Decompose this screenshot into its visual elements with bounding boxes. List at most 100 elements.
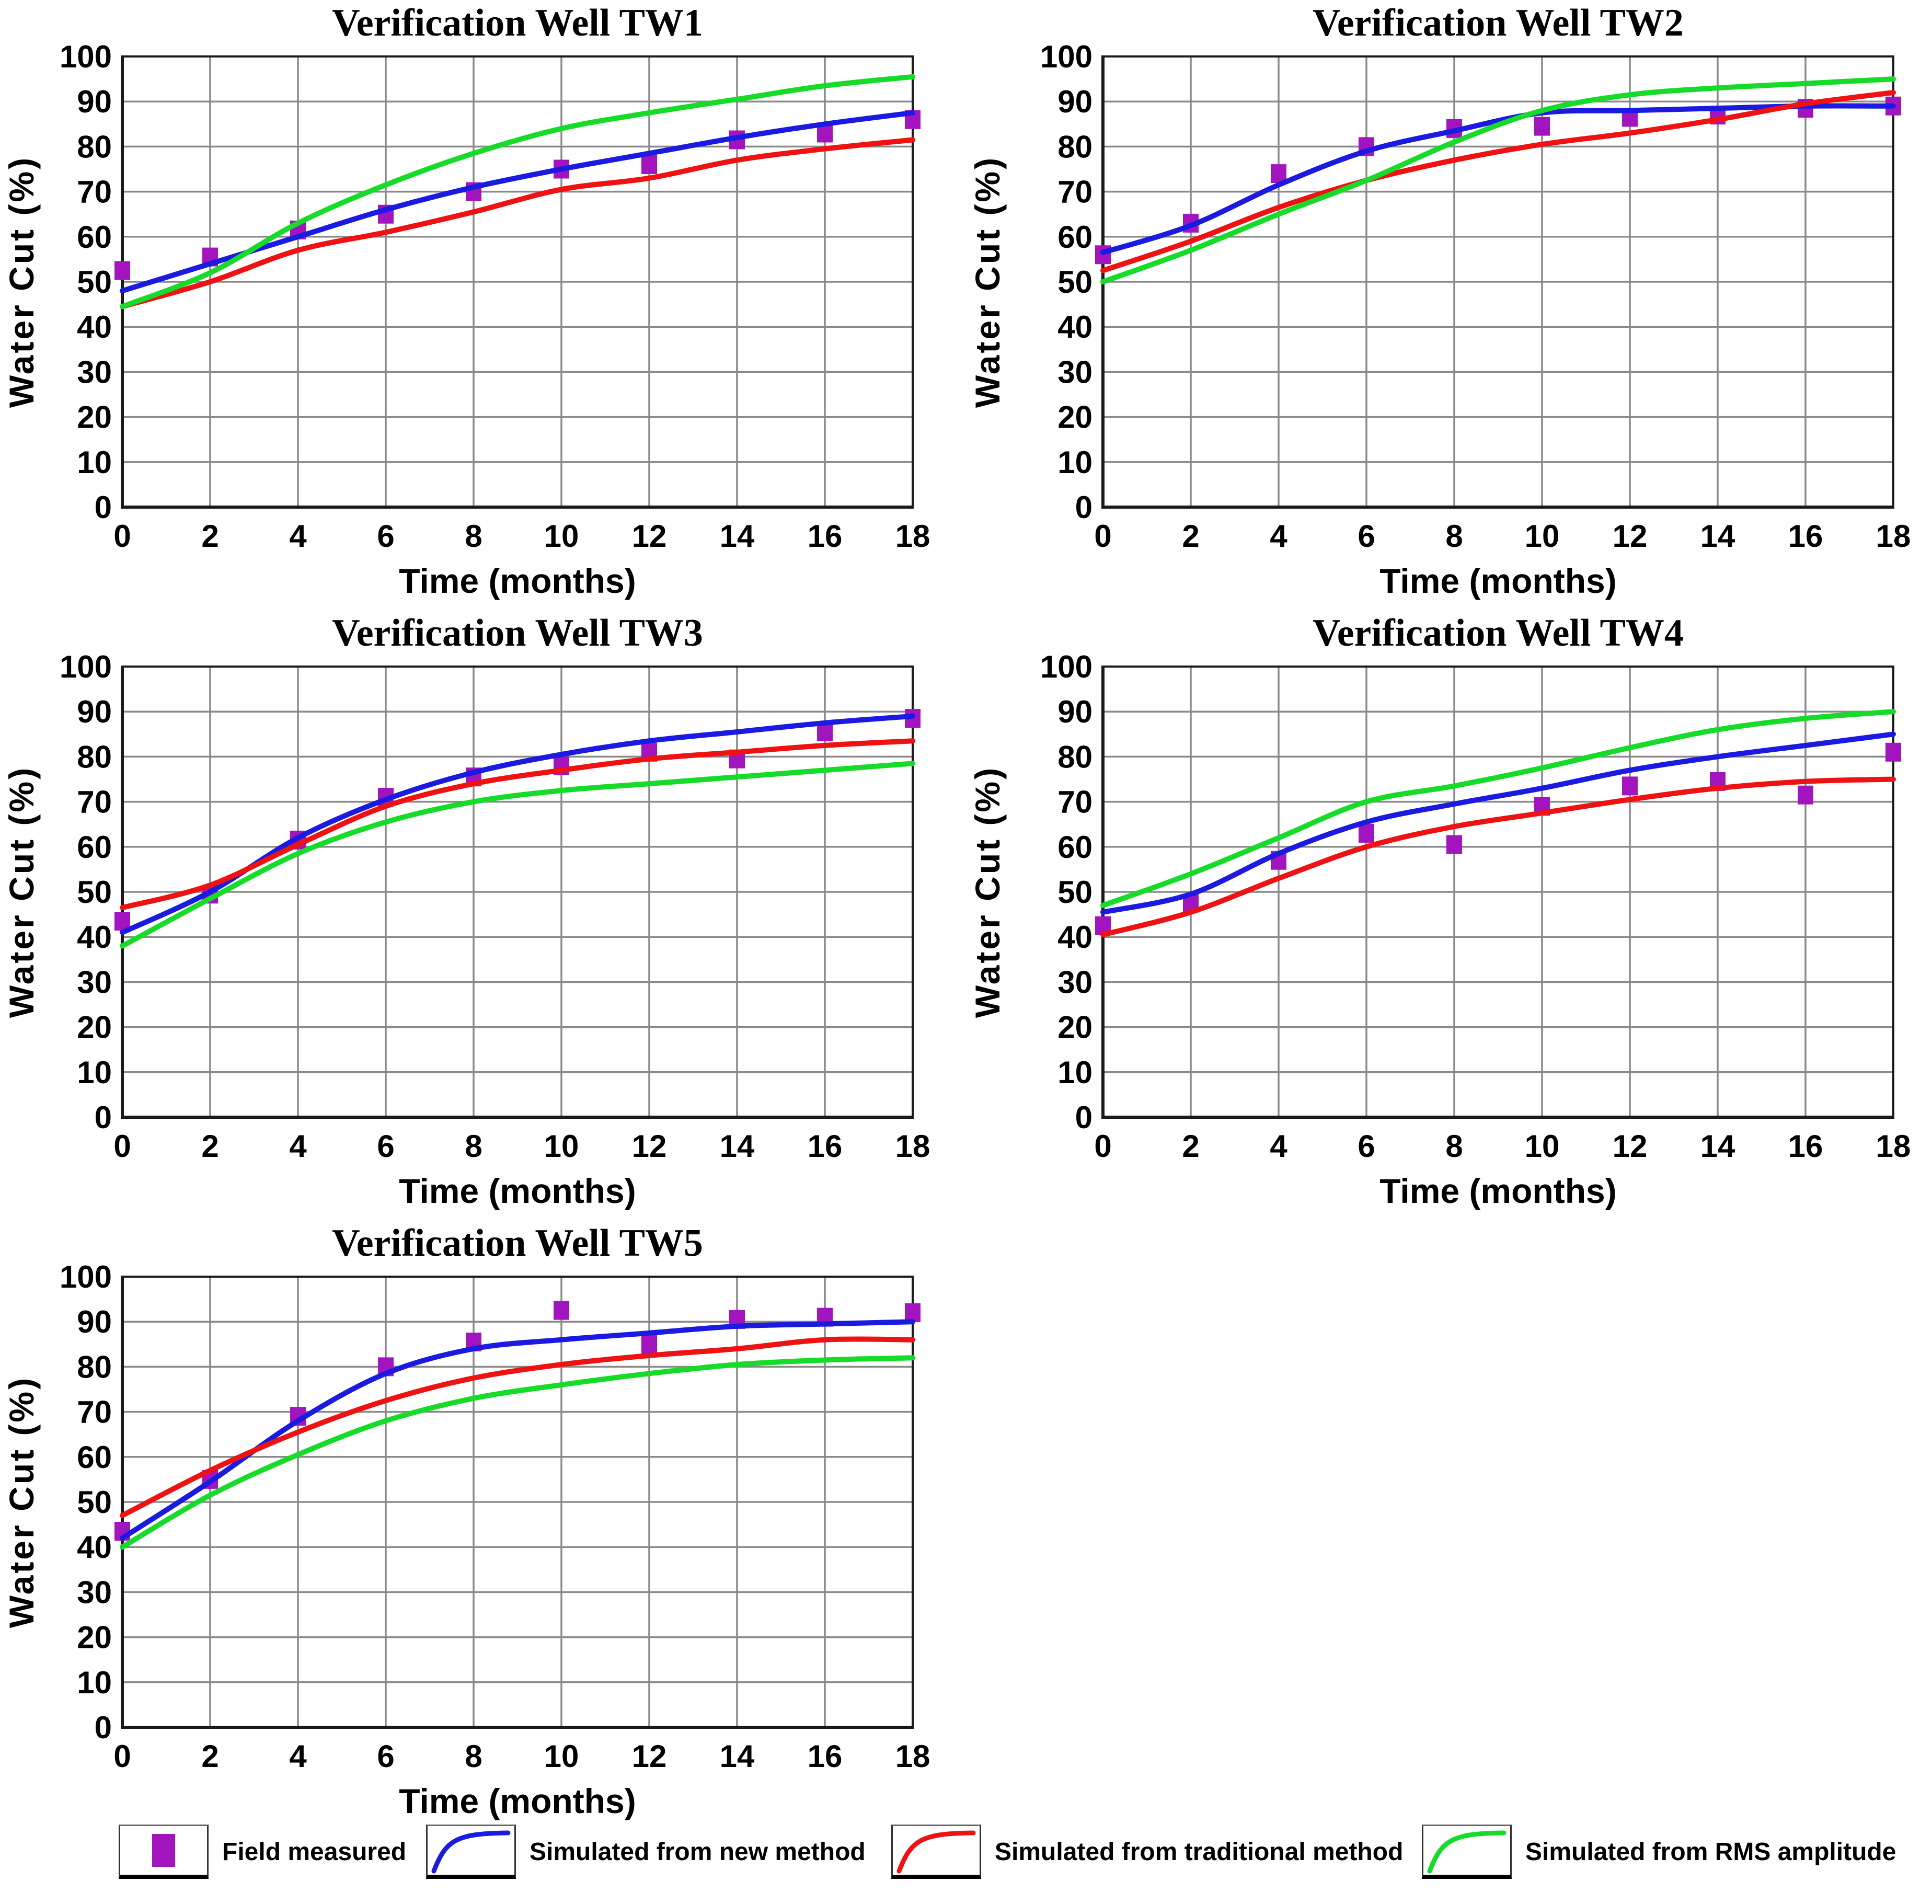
y-axis-label: Water Cut (%) — [968, 156, 1007, 408]
legend-item-field-measured: Field measured — [119, 1825, 406, 1879]
chart-panel-tw4: 0 10 20 30 40 50 60 70 80 90 100 0 2 4 6 8 10 12 14 16 18 Ver… — [966, 610, 1932, 1219]
chart-panel-tw1: 0 10 20 30 40 50 60 70 80 90 100 0 2 4 6 8 10 12 14 16 18 Ver… — [0, 0, 966, 609]
y-tick-label: 70 — [77, 785, 112, 820]
x-tick-label: 18 — [895, 519, 930, 554]
y-tick-label: 0 — [95, 1710, 112, 1745]
series-curve — [120, 738, 915, 911]
series-curve — [120, 761, 915, 949]
chart-tw3: 0 10 20 30 40 50 60 70 80 90 100 0 2 4 6 8 10 12 14 16 18 Ver… — [2, 612, 930, 1210]
legend-item-traditional-method: Simulated from traditional method — [891, 1825, 1403, 1879]
swatch-graphic — [152, 1834, 175, 1867]
y-tick-label: 30 — [77, 965, 112, 1000]
y-tick-label: 40 — [77, 1530, 112, 1565]
series-curve — [120, 1355, 915, 1550]
series-curve — [120, 1336, 915, 1518]
y-tick-label: 30 — [1057, 965, 1092, 1000]
y-tick-label: 70 — [1057, 175, 1092, 210]
x-tick-label: 8 — [465, 519, 482, 554]
x-tick-label: 4 — [1270, 519, 1287, 554]
y-tick-label: 20 — [1057, 400, 1092, 435]
series-curve — [1100, 731, 1896, 915]
swatch-graphic — [431, 1830, 511, 1874]
y-tick-label: 50 — [1057, 265, 1092, 300]
x-tick-label: 8 — [465, 1739, 482, 1774]
x-tick-label: 12 — [1613, 519, 1648, 554]
series-curve — [1100, 90, 1896, 273]
chart-tw5: 0 10 20 30 40 50 60 70 80 90 100 0 2 4 6 8 10 12 14 16 18 Ver… — [2, 1222, 930, 1820]
x-tick-label: 12 — [1613, 1129, 1648, 1164]
y-tick-label: 30 — [77, 1575, 112, 1610]
x-tick-label: 4 — [289, 1129, 307, 1164]
chart-title: Verification Well TW3 — [332, 612, 703, 655]
new-method-curve-swatch-icon — [426, 1825, 516, 1879]
field-measured-marker — [114, 261, 130, 280]
y-tick-label: 70 — [77, 1395, 112, 1430]
swatch-graphic — [896, 1830, 976, 1874]
y-tick-label: 10 — [77, 445, 112, 480]
y-tick-label: 20 — [77, 1620, 112, 1655]
y-axis-label: Water Cut (%) — [2, 1376, 41, 1628]
legend-label: Simulated from new method — [530, 1838, 866, 1866]
x-tick-label: 8 — [465, 1129, 482, 1164]
field-measured-marker — [1446, 835, 1462, 854]
series-curve — [120, 74, 915, 309]
y-tick-label: 60 — [77, 830, 112, 865]
y-axis-label: Water Cut (%) — [2, 766, 41, 1018]
y-axis-label: Water Cut (%) — [968, 766, 1007, 1018]
y-tick-label: 60 — [77, 1440, 112, 1475]
x-tick-label: 14 — [720, 519, 755, 554]
x-tick-label: 12 — [632, 1739, 667, 1774]
x-tick-label: 0 — [113, 1129, 131, 1164]
chart-title: Verification Well TW5 — [332, 1222, 703, 1265]
x-tick-label: 6 — [1358, 1129, 1375, 1164]
field-measured-marker — [641, 1335, 657, 1354]
x-tick-label: 10 — [544, 519, 579, 554]
chart-panel-tw3: 0 10 20 30 40 50 60 70 80 90 100 0 2 4 6 8 10 12 14 16 18 Ver… — [0, 610, 966, 1219]
x-tick-label: 16 — [1788, 1129, 1823, 1164]
y-tick-label: 80 — [77, 129, 112, 164]
y-tick-label: 90 — [77, 1304, 112, 1339]
x-tick-label: 2 — [201, 1129, 218, 1164]
y-tick-label: 50 — [77, 875, 112, 910]
chart-title: Verification Well TW1 — [332, 2, 703, 44]
x-tick-label: 8 — [1445, 1129, 1463, 1164]
series-curve — [1100, 709, 1896, 908]
series-curve — [1100, 103, 1896, 255]
y-tick-label: 50 — [77, 1485, 112, 1520]
x-tick-label: 6 — [1358, 519, 1375, 554]
y-tick-label: 70 — [77, 175, 112, 210]
x-tick-label: 2 — [201, 1739, 218, 1774]
series-curve — [120, 137, 915, 309]
x-tick-label: 12 — [632, 519, 667, 554]
x-tick-label: 18 — [1876, 1129, 1911, 1164]
x-tick-label: 6 — [377, 1129, 394, 1164]
x-axis-label: Time (months) — [1379, 561, 1616, 600]
x-tick-label: 18 — [895, 1129, 930, 1164]
y-tick-label: 40 — [1057, 920, 1092, 955]
swatch-curve — [431, 1830, 511, 1874]
x-tick-label: 4 — [1270, 1129, 1287, 1164]
y-tick-label: 100 — [1040, 649, 1092, 684]
x-tick-label: 18 — [1876, 519, 1911, 554]
y-tick-label: 70 — [1057, 785, 1092, 820]
y-tick-label: 0 — [1075, 490, 1092, 525]
y-tick-label: 20 — [77, 1010, 112, 1045]
x-tick-label: 10 — [1525, 1129, 1560, 1164]
field-measured-marker — [1359, 823, 1374, 843]
chart-panel-tw5: 0 10 20 30 40 50 60 70 80 90 100 0 2 4 6 8 10 12 14 16 18 Ver… — [0, 1220, 966, 1829]
x-tick-label: 10 — [1525, 519, 1560, 554]
field-measured-marker — [1534, 117, 1550, 136]
field-measured-marker — [554, 1301, 569, 1320]
y-tick-label: 80 — [1057, 739, 1092, 774]
field-measured-marker — [1798, 785, 1813, 805]
series-curve — [1100, 76, 1896, 284]
y-tick-label: 10 — [77, 1665, 112, 1700]
field-measured-marker — [641, 155, 657, 174]
x-tick-label: 2 — [1182, 1129, 1199, 1164]
x-axis-label: Time (months) — [399, 1172, 636, 1210]
series-curve — [1100, 776, 1896, 937]
x-axis-label: Time (months) — [1379, 1172, 1616, 1210]
chart-panel-tw2: 0 10 20 30 40 50 60 70 80 90 100 0 2 4 6 8 10 12 14 16 18 Ver… — [966, 0, 1932, 609]
x-tick-label: 16 — [808, 519, 843, 554]
